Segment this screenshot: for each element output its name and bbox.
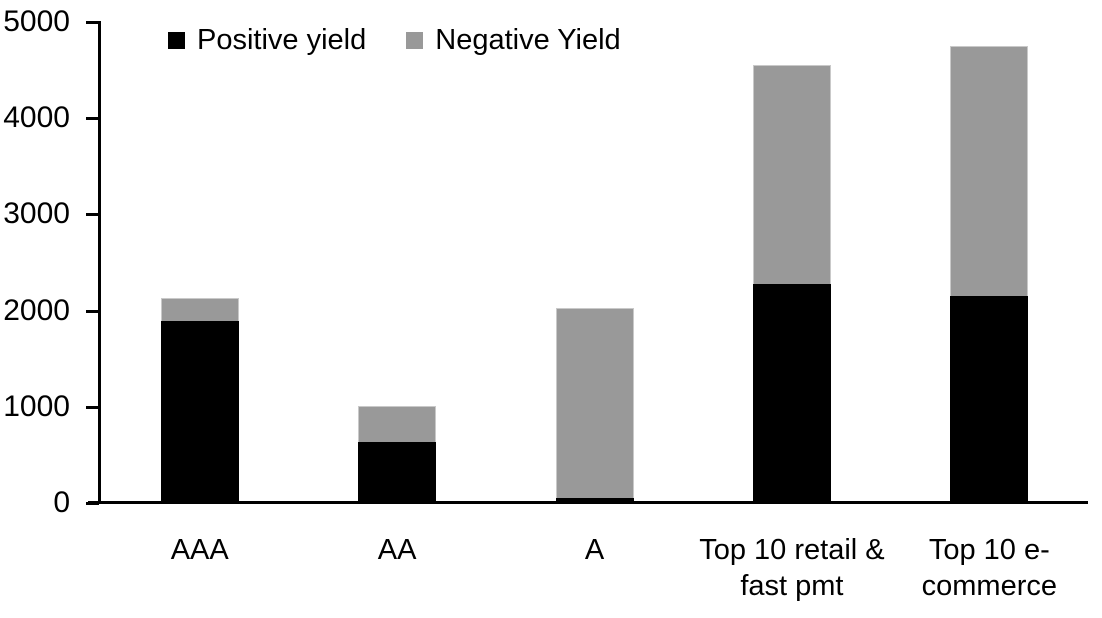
category-label-text: A — [584, 534, 605, 566]
category-label-text: AAA — [170, 534, 229, 566]
category-label-text: AA — [377, 534, 417, 566]
category-label-text: Top 10 retail & fast pmt — [699, 534, 885, 602]
x-axis-category-labels: AAA AA A Top 10 retail & fast pmt Top 10 e-c… — [101, 532, 1088, 604]
y-tick-mark — [86, 117, 99, 121]
stacked-bar-top-10-e-commerce — [950, 46, 1029, 503]
y-tick-label: 4000 — [3, 101, 70, 135]
category-label: AAA — [101, 532, 298, 604]
bar-slot — [891, 22, 1088, 503]
legend-item-negative-yield: Negative Yield — [406, 22, 621, 58]
plot-area — [101, 22, 1088, 503]
positive-yield-swatch-icon — [168, 31, 185, 49]
legend-item-positive-yield: Positive yield — [168, 22, 366, 58]
bar-segment-positive-yield — [950, 296, 1029, 503]
bar-segment-negative-yield — [555, 308, 634, 498]
category-label: A — [496, 532, 693, 604]
bar-segment-negative-yield — [950, 46, 1029, 296]
bar-segment-negative-yield — [160, 298, 239, 321]
bar-segment-negative-yield — [752, 65, 831, 284]
y-tick-mark — [86, 213, 99, 217]
negative-yield-swatch-icon — [406, 31, 424, 49]
y-tick-mark — [86, 405, 99, 409]
bar-segment-positive-yield — [160, 321, 239, 503]
bar-slot — [298, 22, 495, 503]
stacked-bar-aaa — [160, 298, 239, 503]
stacked-bar-aa — [358, 406, 437, 503]
y-tick-mark — [86, 21, 99, 24]
y-axis-line — [98, 21, 101, 504]
stacked-bar-a — [555, 308, 634, 503]
y-tick-mark — [86, 309, 99, 313]
bar-slot — [101, 22, 298, 503]
stacked-bar-top-10-retail-fast-pmt — [752, 65, 831, 503]
y-tick-label: 5000 — [3, 5, 70, 38]
legend: Positive yield Negative Yield — [168, 22, 621, 58]
legend-label-negative-yield: Negative Yield — [435, 24, 621, 56]
bar-segment-positive-yield — [752, 284, 831, 503]
bar-segment-positive-yield — [555, 498, 634, 503]
y-tick-label: 3000 — [3, 197, 70, 231]
y-tick-label: 0 — [53, 486, 70, 519]
x-axis-line — [88, 501, 1088, 504]
bar-segment-positive-yield — [358, 442, 437, 503]
category-label: Top 10 e-commerce — [891, 532, 1088, 604]
y-tick-label: 2000 — [3, 293, 70, 327]
bar-slot — [496, 22, 693, 503]
bar-segment-negative-yield — [358, 406, 437, 442]
category-label: AA — [298, 532, 495, 604]
bar-slot — [693, 22, 890, 503]
category-label-text: Top 10 e-commerce — [921, 534, 1057, 602]
y-tick-label: 1000 — [3, 389, 70, 423]
category-label: Top 10 retail & fast pmt — [693, 532, 890, 604]
legend-label-positive-yield: Positive yield — [197, 24, 367, 56]
